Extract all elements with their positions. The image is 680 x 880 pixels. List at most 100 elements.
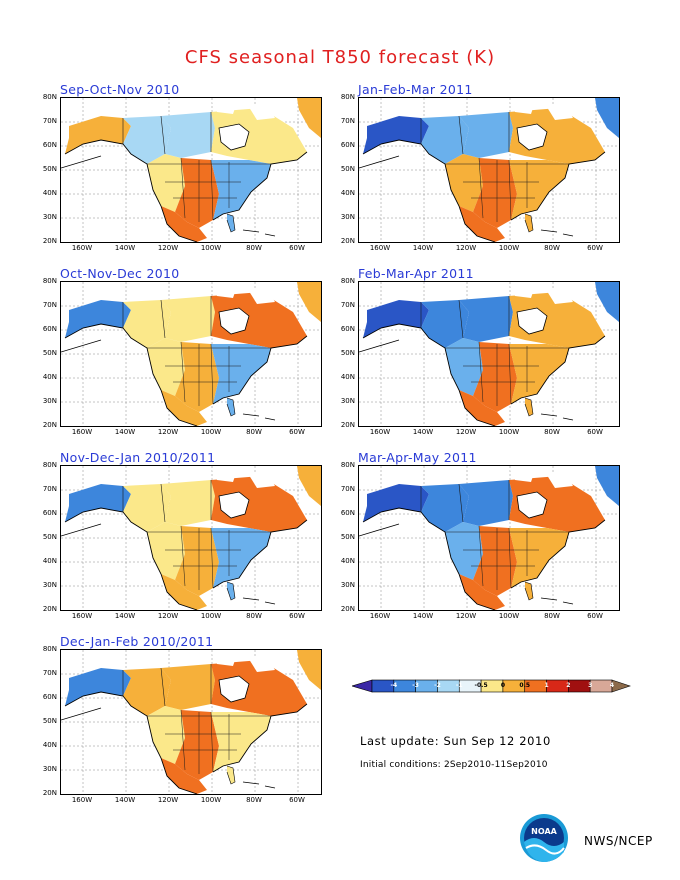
longitude-label: 100W — [200, 796, 222, 804]
latitude-label: 20N — [42, 789, 57, 797]
latitude-label: 30N — [42, 397, 57, 405]
colorbar-label: 2 — [566, 682, 571, 689]
color-legend-bar — [350, 679, 631, 693]
latitude-label: 70N — [42, 301, 57, 309]
chart-title: CFS seasonal T850 forecast (K) — [184, 47, 496, 68]
panel-title: Oct-Nov-Dec 2010 — [60, 266, 180, 281]
panel-title: Nov-Dec-Jan 2010/2011 — [60, 450, 216, 465]
colorbar-label: 1 — [544, 682, 549, 689]
longitude-label: 140W — [412, 244, 434, 252]
longitude-label: 100W — [498, 244, 520, 252]
latitude-label: 70N — [42, 485, 57, 493]
latitude-label: 30N — [42, 581, 57, 589]
colorbar-label: -3 — [412, 682, 419, 689]
latitude-label: 50N — [42, 533, 57, 541]
latitude-label: 50N — [340, 533, 355, 541]
latitude-label: 80N — [340, 93, 355, 101]
latitude-label: 60N — [340, 325, 355, 333]
colorbar-label: 4 — [609, 682, 615, 689]
last-update-text: Last update: Sun Sep 12 2010 — [360, 734, 551, 748]
latitude-label: 40N — [42, 189, 57, 197]
initial-conditions-text: Initial conditions: 2Sep2010-11Sep2010 — [360, 760, 548, 770]
latitude-label: 20N — [42, 237, 57, 245]
latitude-label: 60N — [340, 141, 355, 149]
longitude-label: 100W — [200, 244, 222, 252]
longitude-label: 140W — [114, 612, 136, 620]
longitude-label: 120W — [455, 428, 477, 436]
longitude-label: 160W — [369, 428, 391, 436]
longitude-label: 140W — [412, 428, 434, 436]
colorbar-arrow-right — [611, 679, 631, 693]
color-legend: -4 -3 -2 -1 -0.5 0 0.5 1 2 3 4 — [350, 678, 632, 698]
longitude-label: 60W — [587, 612, 603, 620]
longitude-label: 120W — [455, 612, 477, 620]
latitude-label: 30N — [42, 213, 57, 221]
longitude-label: 80W — [544, 428, 560, 436]
longitude-label: 140W — [114, 244, 136, 252]
latitude-label: 30N — [340, 581, 355, 589]
temperature-anomaly-map — [60, 649, 322, 795]
latitude-label: 40N — [42, 557, 57, 565]
latitude-label: 20N — [340, 237, 355, 245]
colorbar-label: -4 — [390, 682, 398, 689]
longitude-label: 120W — [157, 428, 179, 436]
longitude-label: 60W — [587, 428, 603, 436]
longitude-label: 160W — [71, 612, 93, 620]
latitude-label: 80N — [42, 93, 57, 101]
temperature-anomaly-map — [60, 465, 322, 611]
colorbar-arrow-left — [350, 679, 373, 693]
latitude-label: 20N — [340, 605, 355, 613]
longitude-label: 160W — [369, 244, 391, 252]
longitude-label: 160W — [369, 612, 391, 620]
latitude-label: 60N — [42, 141, 57, 149]
longitude-label: 140W — [114, 428, 136, 436]
longitude-label: 160W — [71, 796, 93, 804]
longitude-label: 160W — [71, 428, 93, 436]
latitude-label: 80N — [42, 461, 57, 469]
longitude-label: 60W — [289, 612, 305, 620]
latitude-label: 50N — [42, 165, 57, 173]
latitude-label: 30N — [340, 213, 355, 221]
colorbar-label: -0.5 — [474, 682, 488, 689]
latitude-label: 20N — [42, 605, 57, 613]
latitude-label: 60N — [42, 325, 57, 333]
latitude-label: 80N — [340, 461, 355, 469]
latitude-label: 70N — [340, 117, 355, 125]
colorbar-label: 0 — [500, 682, 505, 689]
longitude-label: 80W — [246, 428, 262, 436]
noaa-logo: NOAA — [518, 812, 570, 868]
longitude-label: 140W — [412, 612, 434, 620]
latitude-label: 70N — [340, 485, 355, 493]
longitude-label: 80W — [246, 796, 262, 804]
temperature-anomaly-map — [358, 281, 620, 427]
longitude-label: 80W — [246, 612, 262, 620]
latitude-label: 60N — [340, 509, 355, 517]
temperature-anomaly-map — [60, 97, 322, 243]
latitude-label: 30N — [340, 397, 355, 405]
latitude-label: 60N — [42, 509, 57, 517]
longitude-label: 60W — [289, 244, 305, 252]
longitude-label: 60W — [587, 244, 603, 252]
longitude-label: 120W — [157, 796, 179, 804]
longitude-label: 100W — [498, 612, 520, 620]
longitude-label: 80W — [544, 612, 560, 620]
latitude-label: 20N — [340, 421, 355, 429]
longitude-label: 60W — [289, 796, 305, 804]
latitude-label: 40N — [42, 741, 57, 749]
latitude-label: 70N — [42, 669, 57, 677]
longitude-label: 100W — [200, 428, 222, 436]
panel-title: Mar-Apr-May 2011 — [358, 450, 477, 465]
colorbar-label: -1 — [455, 682, 463, 689]
colorbar-label: -2 — [434, 682, 441, 689]
latitude-label: 80N — [340, 277, 355, 285]
latitude-label: 40N — [340, 373, 355, 381]
latitude-label: 50N — [42, 717, 57, 725]
temperature-anomaly-map — [60, 281, 322, 427]
latitude-label: 80N — [42, 645, 57, 653]
colorbar-label: 3 — [588, 682, 593, 689]
agency-label: NWS/NCEP — [584, 834, 653, 848]
panel-title: Feb-Mar-Apr 2011 — [358, 266, 474, 281]
noaa-logo-text: NOAA — [531, 827, 557, 836]
latitude-label: 20N — [42, 421, 57, 429]
panel-title: Jan-Feb-Mar 2011 — [358, 82, 473, 97]
